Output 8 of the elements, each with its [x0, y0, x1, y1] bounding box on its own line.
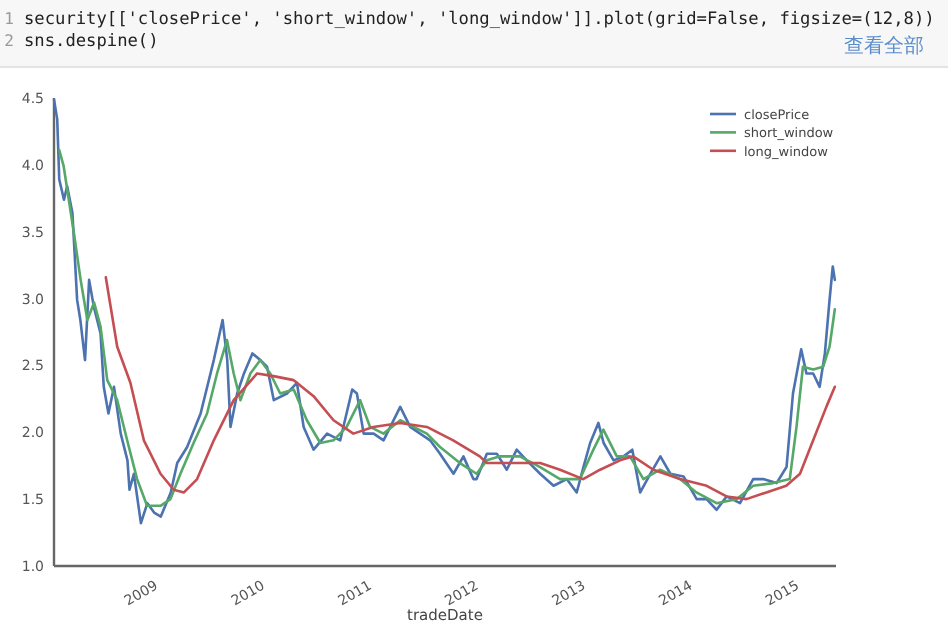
line-series — [57, 148, 837, 508]
text: 1 — [4, 10, 15, 28]
line-series — [52, 98, 837, 525]
text: sns.despine() — [24, 32, 159, 52]
text: 2 — [4, 32, 15, 50]
text: 查看全部 — [844, 34, 924, 58]
line-series — [104, 275, 837, 501]
text: security[['closePrice', 'short_window', 'long_window']].plot(grid=False, figsize=(12,8)) — [24, 10, 935, 30]
